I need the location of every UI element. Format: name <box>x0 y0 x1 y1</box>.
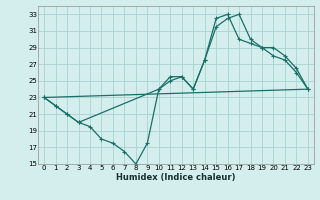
X-axis label: Humidex (Indice chaleur): Humidex (Indice chaleur) <box>116 173 236 182</box>
